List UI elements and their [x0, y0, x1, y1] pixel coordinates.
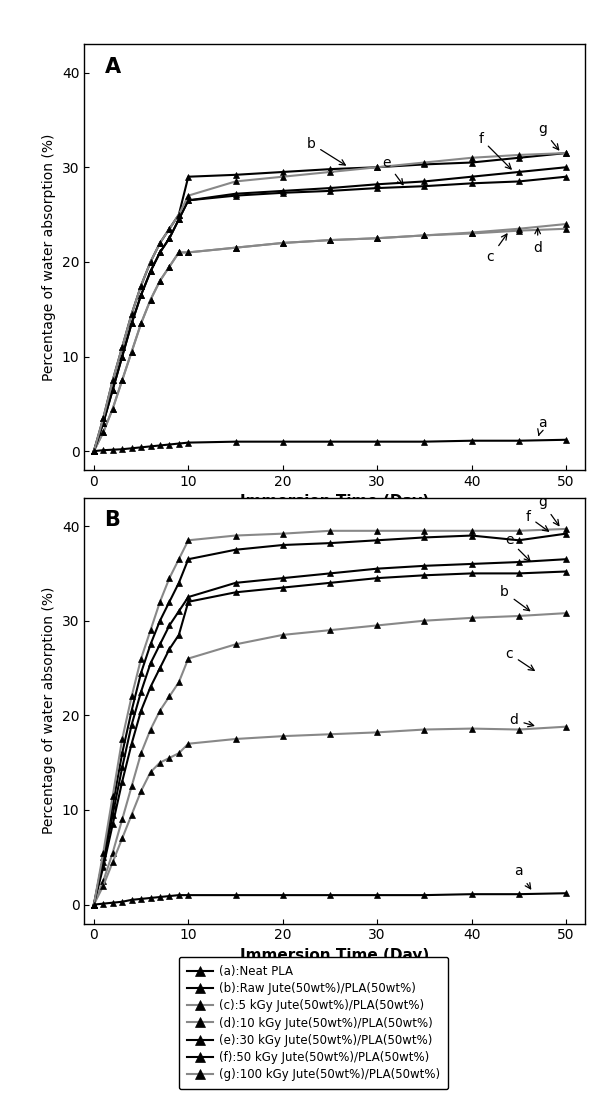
- Text: e: e: [382, 156, 403, 185]
- Text: a: a: [514, 865, 531, 889]
- Text: g: g: [538, 123, 559, 149]
- Text: b: b: [500, 585, 529, 611]
- Text: b: b: [306, 137, 346, 165]
- Y-axis label: Percentage of water absorption (%): Percentage of water absorption (%): [42, 134, 56, 380]
- Text: c: c: [505, 647, 534, 670]
- Y-axis label: Percentage of water absorption (%): Percentage of water absorption (%): [42, 587, 56, 834]
- Text: A: A: [104, 58, 121, 77]
- Text: d: d: [533, 228, 542, 254]
- Text: f: f: [526, 510, 549, 531]
- Text: a: a: [538, 416, 547, 436]
- Text: B: B: [104, 511, 121, 531]
- Text: f: f: [479, 132, 511, 169]
- Text: e: e: [505, 533, 530, 561]
- Text: g: g: [538, 495, 559, 525]
- X-axis label: Immersion Time (Day): Immersion Time (Day): [240, 948, 429, 963]
- Legend: (a):Neat PLA, (b):Raw Jute(50wt%)/PLA(50wt%), (c):5 kGy Jute(50wt%)/PLA(50wt%), : (a):Neat PLA, (b):Raw Jute(50wt%)/PLA(50…: [179, 957, 448, 1089]
- X-axis label: Immersion Time (Day): Immersion Time (Day): [240, 494, 429, 510]
- Text: c: c: [487, 234, 507, 264]
- Text: d: d: [510, 713, 534, 727]
